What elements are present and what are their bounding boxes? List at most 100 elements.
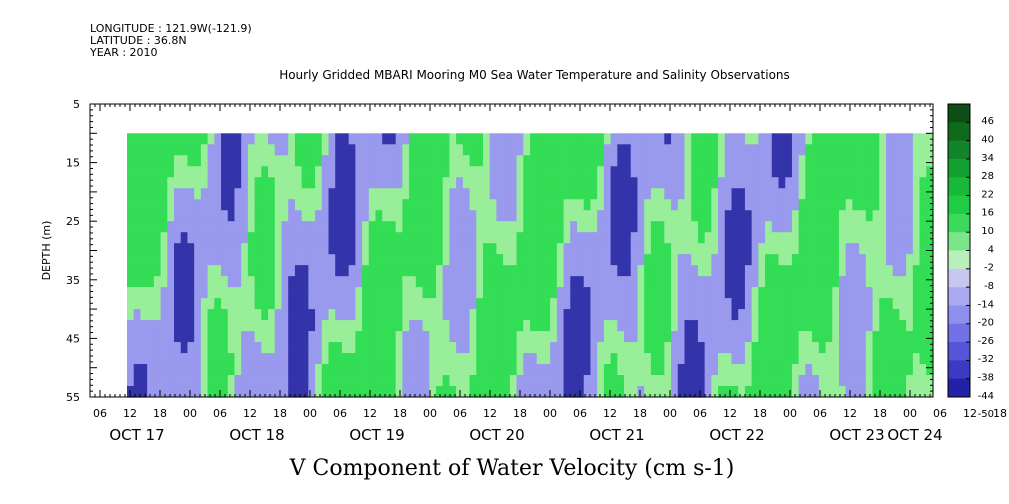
- heatmap-cell: [872, 232, 880, 244]
- heatmap-cell: [388, 199, 397, 211]
- heatmap-cell: [798, 353, 806, 365]
- heatmap-cell: [388, 133, 397, 145]
- heatmap-cell: [254, 386, 262, 398]
- heatmap-cell: [241, 155, 249, 167]
- colorbar-frame: [947, 103, 971, 398]
- heatmap-cell: [402, 364, 410, 376]
- heatmap-cell: [630, 331, 639, 343]
- heatmap-cell: [180, 232, 189, 244]
- heatmap-cell: [536, 331, 545, 343]
- heatmap-cell: [274, 243, 283, 255]
- heatmap-cell: [879, 166, 887, 178]
- heatmap-cell: [590, 364, 598, 376]
- heatmap-cell: [409, 232, 417, 244]
- heatmap-cell: [697, 375, 706, 387]
- heatmap-cell: [590, 331, 598, 343]
- heatmap-cell: [711, 364, 719, 376]
- heatmap-cell: [395, 342, 403, 354]
- heatmap-cell: [388, 353, 397, 365]
- heatmap-cell: [919, 375, 927, 387]
- heatmap-cell: [637, 320, 645, 332]
- heatmap-cell: [738, 342, 746, 354]
- heatmap-cell: [744, 386, 753, 398]
- heatmap-cell: [194, 254, 202, 266]
- heatmap-cell: [328, 166, 336, 178]
- heatmap-cell: [570, 177, 578, 189]
- heatmap-cell: [751, 243, 759, 255]
- heatmap-cell: [214, 166, 222, 178]
- heatmap-cell: [563, 232, 571, 244]
- heatmap-cell: [583, 243, 592, 255]
- colorbar-segment: [948, 287, 970, 306]
- heatmap-cell: [422, 232, 430, 244]
- heatmap-cell: [583, 188, 592, 200]
- heatmap-cell: [583, 287, 592, 299]
- heatmap-cell: [247, 133, 256, 145]
- heatmap-cell: [771, 353, 780, 365]
- heatmap-cell: [523, 144, 531, 156]
- heatmap-cell: [805, 331, 813, 343]
- heatmap-cell: [583, 155, 592, 167]
- x-axis: 06 12 18 00 06 12 18 00 06 12 18 00 06 12 18 00 06 12 18 00…: [89, 104, 1007, 444]
- heatmap-cell: [247, 298, 256, 310]
- heatmap-cell: [388, 232, 397, 244]
- heatmap-cell: [328, 364, 336, 376]
- heatmap-cell: [570, 166, 578, 178]
- heatmap-cell: [570, 298, 578, 310]
- heatmap-cell: [422, 375, 430, 387]
- heatmap-cell: [711, 232, 719, 244]
- heatmap-cell: [744, 144, 753, 156]
- heatmap-cell: [771, 309, 780, 321]
- heatmap-cell: [556, 320, 565, 332]
- heatmap-cell: [664, 221, 672, 233]
- heatmap-cell: [281, 265, 289, 277]
- heatmap-cell: [194, 331, 202, 343]
- heatmap-cell: [818, 166, 827, 178]
- heatmap-cell: [153, 133, 162, 145]
- heatmap-cell: [899, 133, 907, 145]
- heatmap-cell: [200, 298, 209, 310]
- heatmap-cell: [926, 353, 934, 365]
- heatmap-cell: [355, 177, 363, 189]
- heatmap-cell: [711, 265, 719, 277]
- heatmap-cell: [852, 144, 860, 156]
- heatmap-cell: [308, 210, 316, 222]
- heatmap-cell: [845, 243, 853, 255]
- heatmap-cell: [563, 364, 571, 376]
- heatmap-cell: [147, 133, 155, 145]
- heatmap-cell: [221, 133, 229, 145]
- heatmap-cell: [624, 386, 632, 398]
- heatmap-cell: [791, 364, 800, 376]
- heatmap-cell: [509, 386, 518, 398]
- heatmap-cell: [274, 386, 283, 398]
- colorbar-label: -26: [978, 336, 994, 347]
- heatmap-cell: [409, 287, 417, 299]
- heatmap-cell: [711, 276, 719, 288]
- heatmap-cell: [637, 210, 645, 222]
- heatmap-cell: [268, 188, 276, 200]
- heatmap-cell: [664, 309, 672, 321]
- heatmap-cell: [341, 133, 350, 145]
- heatmap-cell: [805, 232, 813, 244]
- heatmap-cell: [268, 309, 276, 321]
- heatmap-cell: [207, 342, 215, 354]
- heatmap-cell: [362, 298, 370, 310]
- heatmap-cell: [543, 353, 551, 365]
- heatmap-cell: [274, 254, 283, 266]
- heatmap-cell: [268, 287, 276, 299]
- heatmap-cell: [550, 199, 558, 211]
- heatmap-cell: [476, 375, 484, 387]
- heatmap-cell: [227, 166, 236, 178]
- heatmap-cell: [590, 177, 598, 189]
- heatmap-cell: [630, 243, 639, 255]
- heatmap-cell: [476, 177, 484, 189]
- heatmap-cell: [892, 210, 901, 222]
- heatmap-cell: [738, 375, 746, 387]
- heatmap-cell: [456, 188, 464, 200]
- heatmap-cell: [341, 331, 350, 343]
- heatmap-cell: [758, 177, 766, 189]
- heatmap-cell: [859, 133, 867, 145]
- heatmap-cell: [530, 232, 538, 244]
- heatmap-cell: [221, 177, 229, 189]
- heatmap-cell: [630, 166, 639, 178]
